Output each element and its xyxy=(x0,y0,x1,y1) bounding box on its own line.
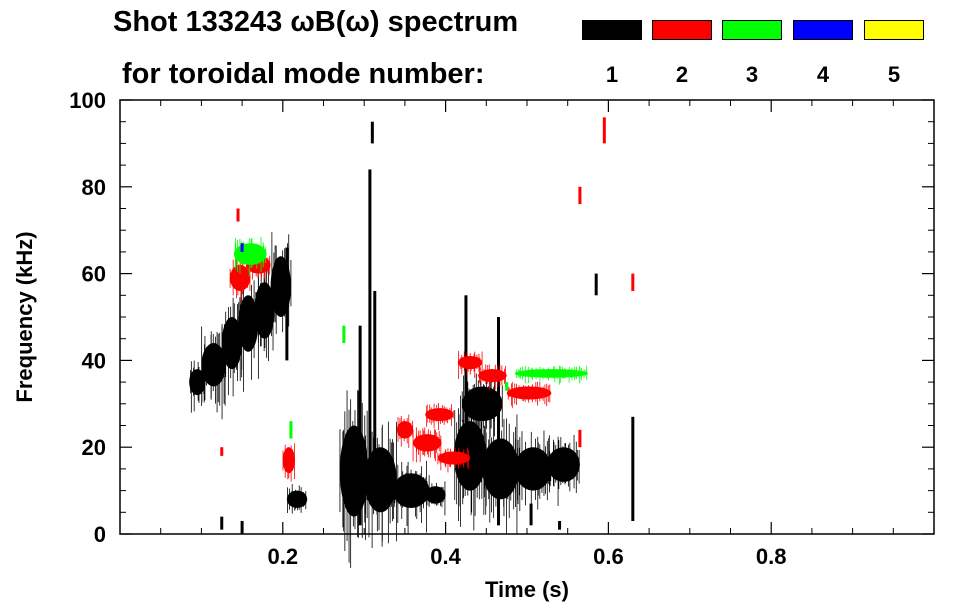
chart-title-line1: Shot 133243 ωB(ω) spectrum xyxy=(113,6,519,38)
spike-n2-0 xyxy=(602,117,606,144)
spike-n2-3 xyxy=(236,208,240,222)
spike-n3-2 xyxy=(505,382,509,391)
x-tick-label: 0.4 xyxy=(430,544,461,569)
spike-n2-4 xyxy=(220,447,224,456)
spike-n1-4 xyxy=(370,121,374,144)
spike-n1-2 xyxy=(368,169,372,500)
tick-labels: 0.2 0.4 0.6 0.8 0 20 40 60 80 100 xyxy=(69,88,786,569)
spike-n1-9 xyxy=(220,516,224,530)
blob-n3-0 xyxy=(233,243,267,265)
legend-label-1: 1 xyxy=(605,62,619,87)
series-n4 xyxy=(240,243,244,252)
spike-n1-5 xyxy=(464,295,468,448)
series-n1 xyxy=(189,121,635,568)
spike-n4-0 xyxy=(240,243,244,252)
legend-swatch-1 xyxy=(582,20,642,40)
x-axis-title: Time (s) xyxy=(485,577,569,602)
legend-swatch-4 xyxy=(793,20,853,40)
legend-swatch-5 xyxy=(864,20,924,40)
spike-n1-6 xyxy=(497,317,501,526)
spike-n1-1 xyxy=(358,325,362,526)
x-tick-label: 0.6 xyxy=(593,544,624,569)
legend-label-4: 4 xyxy=(816,62,830,87)
y-tick-label: 20 xyxy=(82,435,106,460)
legend-swatch-3 xyxy=(722,20,782,40)
blob-n1-13 xyxy=(514,447,552,491)
spike-n1-8 xyxy=(631,416,635,521)
spike-n2-2 xyxy=(631,273,635,291)
spike-n1-12 xyxy=(558,520,562,530)
y-tick-label: 60 xyxy=(82,262,106,287)
blob-n1-3 xyxy=(238,295,259,352)
legend-label-3: 3 xyxy=(745,62,759,87)
spike-n1-11 xyxy=(529,503,533,526)
blob-n1-14 xyxy=(547,447,580,482)
spike-n2-5 xyxy=(578,429,582,448)
spike-n3-0 xyxy=(342,325,346,344)
spike-n3-1 xyxy=(289,421,293,439)
chart-title-line2: for toroidal mode number: xyxy=(122,58,485,90)
y-axis-title: Frequency (kHz) xyxy=(12,231,37,402)
plot-frame xyxy=(119,99,935,535)
y-tick-label: 100 xyxy=(69,88,106,113)
series-n2 xyxy=(220,117,635,482)
blob-n2-5 xyxy=(437,451,471,465)
spike-n1-7 xyxy=(594,273,598,296)
legend-label-2: 2 xyxy=(675,62,689,87)
y-tick-label: 80 xyxy=(82,175,106,200)
spike-n1-3 xyxy=(373,290,377,456)
spike-n1-10 xyxy=(240,520,244,534)
blob-n1-10 xyxy=(425,486,446,504)
blob-n1-7 xyxy=(339,425,369,517)
x-tick-label: 0.2 xyxy=(268,544,299,569)
spike-n2-1 xyxy=(578,186,582,205)
legend-swatch-2 xyxy=(652,20,712,40)
data-layer xyxy=(189,117,635,568)
legend-label-5: 5 xyxy=(887,62,901,87)
blob-n3-1 xyxy=(514,369,589,378)
x-tick-label: 0.8 xyxy=(756,544,787,569)
y-tick-label: 0 xyxy=(94,522,106,547)
ticks-layer xyxy=(120,99,934,535)
blob-n1-15 xyxy=(461,386,503,422)
y-tick-label: 40 xyxy=(82,348,106,373)
spike-n1-0 xyxy=(285,247,289,361)
blob-n1-2 xyxy=(221,317,243,370)
